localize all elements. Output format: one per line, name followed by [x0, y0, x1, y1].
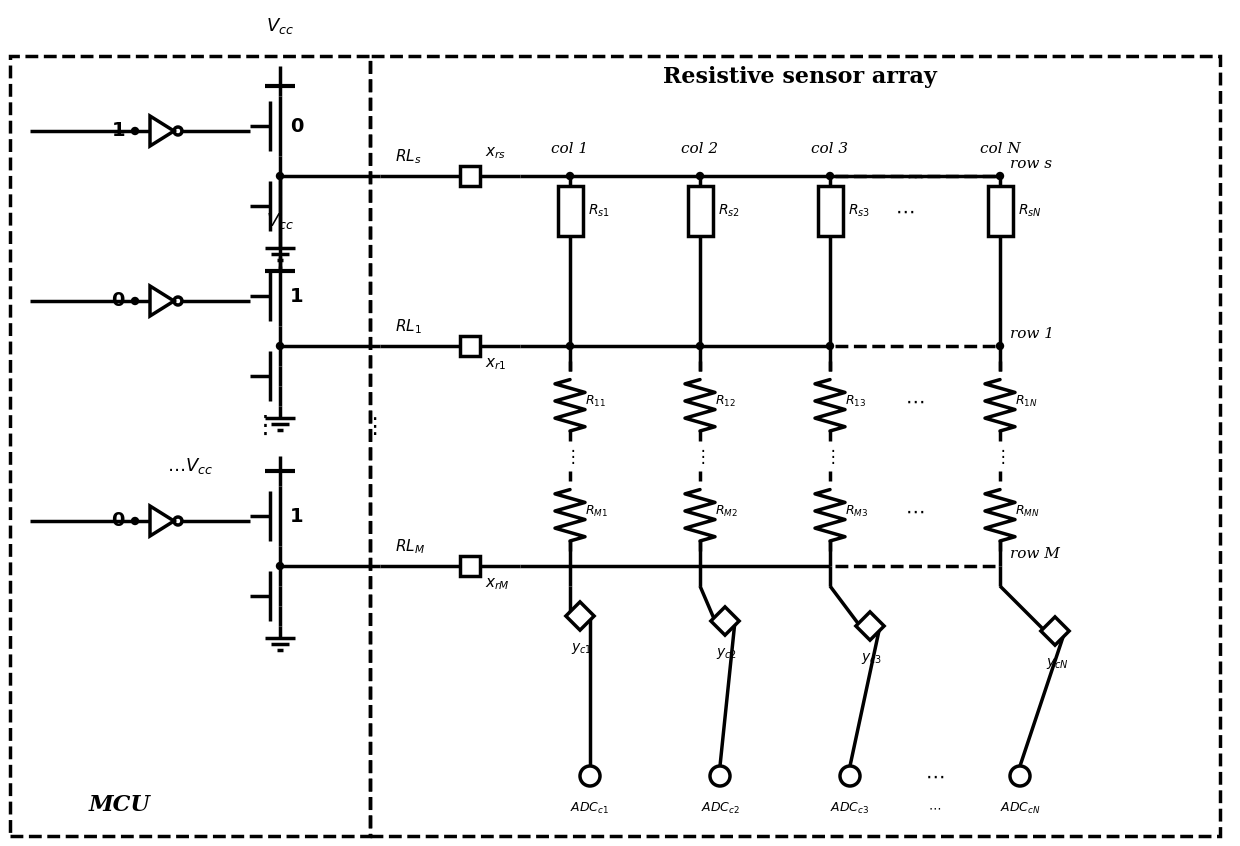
Text: $R_{13}$: $R_{13}$: [844, 393, 866, 409]
Circle shape: [567, 343, 573, 349]
Text: $\cdots$: $\cdots$: [895, 201, 915, 221]
Bar: [10, 56, 370, 836]
Bar: [817, 186, 842, 236]
Text: 1: 1: [290, 287, 304, 305]
Text: $V_{cc}$: $V_{cc}$: [267, 16, 294, 36]
Text: $RL_M$: $RL_M$: [396, 537, 425, 556]
Text: Resistive sensor array: Resistive sensor array: [663, 66, 937, 88]
Bar: [711, 607, 739, 635]
Text: $\cdots$: $\cdots$: [905, 392, 925, 410]
Circle shape: [131, 518, 139, 525]
Text: col 3: col 3: [811, 142, 848, 156]
Text: $x_{rM}$: $x_{rM}$: [485, 576, 510, 591]
Bar: [1040, 617, 1069, 645]
Text: $\cdots$: $\cdots$: [929, 801, 941, 814]
Circle shape: [697, 173, 703, 179]
Text: MCU: MCU: [89, 794, 151, 816]
Text: $\vdots$: $\vdots$: [363, 415, 377, 437]
Text: $ADC_{c3}$: $ADC_{c3}$: [831, 801, 869, 816]
Circle shape: [997, 173, 1003, 179]
Text: $R_{12}$: $R_{12}$: [715, 393, 735, 409]
Circle shape: [827, 173, 833, 179]
Text: $y_{c2}$: $y_{c2}$: [717, 646, 738, 661]
Text: $R_{11}$: $R_{11}$: [585, 393, 606, 409]
Text: $R_{s1}$: $R_{s1}$: [588, 203, 610, 219]
Text: $x_{rs}$: $x_{rs}$: [485, 146, 506, 161]
Text: $\ldots V_{cc}$: $\ldots V_{cc}$: [167, 456, 213, 476]
Text: col N: col N: [980, 142, 1021, 156]
Text: row M: row M: [1011, 547, 1060, 561]
Text: row s: row s: [1011, 157, 1052, 171]
Bar: [460, 166, 480, 186]
Circle shape: [277, 563, 284, 569]
Bar: [565, 602, 594, 630]
Text: col 1: col 1: [552, 142, 589, 156]
Bar: [687, 186, 713, 236]
Bar: [370, 56, 1220, 836]
Text: row 1: row 1: [1011, 327, 1054, 341]
Bar: [856, 612, 884, 640]
Text: $y_{cN}$: $y_{cN}$: [1045, 656, 1069, 671]
Circle shape: [827, 343, 833, 349]
Circle shape: [277, 343, 284, 349]
Text: $\cdots$: $\cdots$: [905, 502, 925, 520]
Text: $R_{sN}$: $R_{sN}$: [1018, 203, 1042, 219]
Text: $R_{M3}$: $R_{M3}$: [844, 503, 868, 519]
Circle shape: [997, 343, 1003, 349]
Circle shape: [697, 343, 703, 349]
Text: 1: 1: [290, 507, 304, 525]
Bar: [460, 556, 480, 576]
Text: $\vdots$: $\vdots$: [994, 447, 1006, 465]
Bar: [460, 336, 480, 356]
Text: col 2: col 2: [682, 142, 718, 156]
Circle shape: [277, 173, 284, 179]
Circle shape: [131, 298, 139, 305]
Bar: [987, 186, 1013, 236]
Text: $R_{s2}$: $R_{s2}$: [718, 203, 740, 219]
Text: $ADC_{c2}$: $ADC_{c2}$: [701, 801, 739, 816]
Text: $\vdots$: $\vdots$: [825, 447, 836, 465]
Text: $\cdots$: $\cdots$: [905, 167, 925, 185]
Text: $x_{r1}$: $x_{r1}$: [485, 356, 506, 371]
Text: $R_{s3}$: $R_{s3}$: [848, 203, 870, 219]
Text: $\vdots$: $\vdots$: [564, 447, 575, 465]
Circle shape: [131, 128, 139, 135]
Text: $y_{c1}$: $y_{c1}$: [572, 641, 593, 656]
Text: $ADC_{cN}$: $ADC_{cN}$: [999, 801, 1040, 816]
Text: $R_{1N}$: $R_{1N}$: [1016, 393, 1038, 409]
Text: $R_{M1}$: $R_{M1}$: [585, 503, 608, 519]
Text: 0: 0: [290, 117, 304, 135]
Text: $\cdots$: $\cdots$: [925, 766, 945, 785]
Text: 0: 0: [112, 292, 125, 310]
Text: $y_{c3}$: $y_{c3}$: [862, 651, 883, 666]
Text: $\vdots$: $\vdots$: [694, 447, 706, 465]
Text: $RL_s$: $RL_s$: [396, 147, 422, 166]
Text: $\vdots$: $\vdots$: [252, 414, 268, 438]
Text: $R_{MN}$: $R_{MN}$: [1016, 503, 1039, 519]
Bar: [558, 186, 583, 236]
Text: $R_{M2}$: $R_{M2}$: [715, 503, 738, 519]
Text: 0: 0: [112, 512, 125, 530]
Text: $ADC_{c1}$: $ADC_{c1}$: [570, 801, 610, 816]
Text: $V_{cc}$: $V_{cc}$: [267, 211, 294, 231]
Text: $RL_1$: $RL_1$: [396, 317, 422, 336]
Text: 1: 1: [112, 122, 125, 140]
Circle shape: [567, 173, 573, 179]
